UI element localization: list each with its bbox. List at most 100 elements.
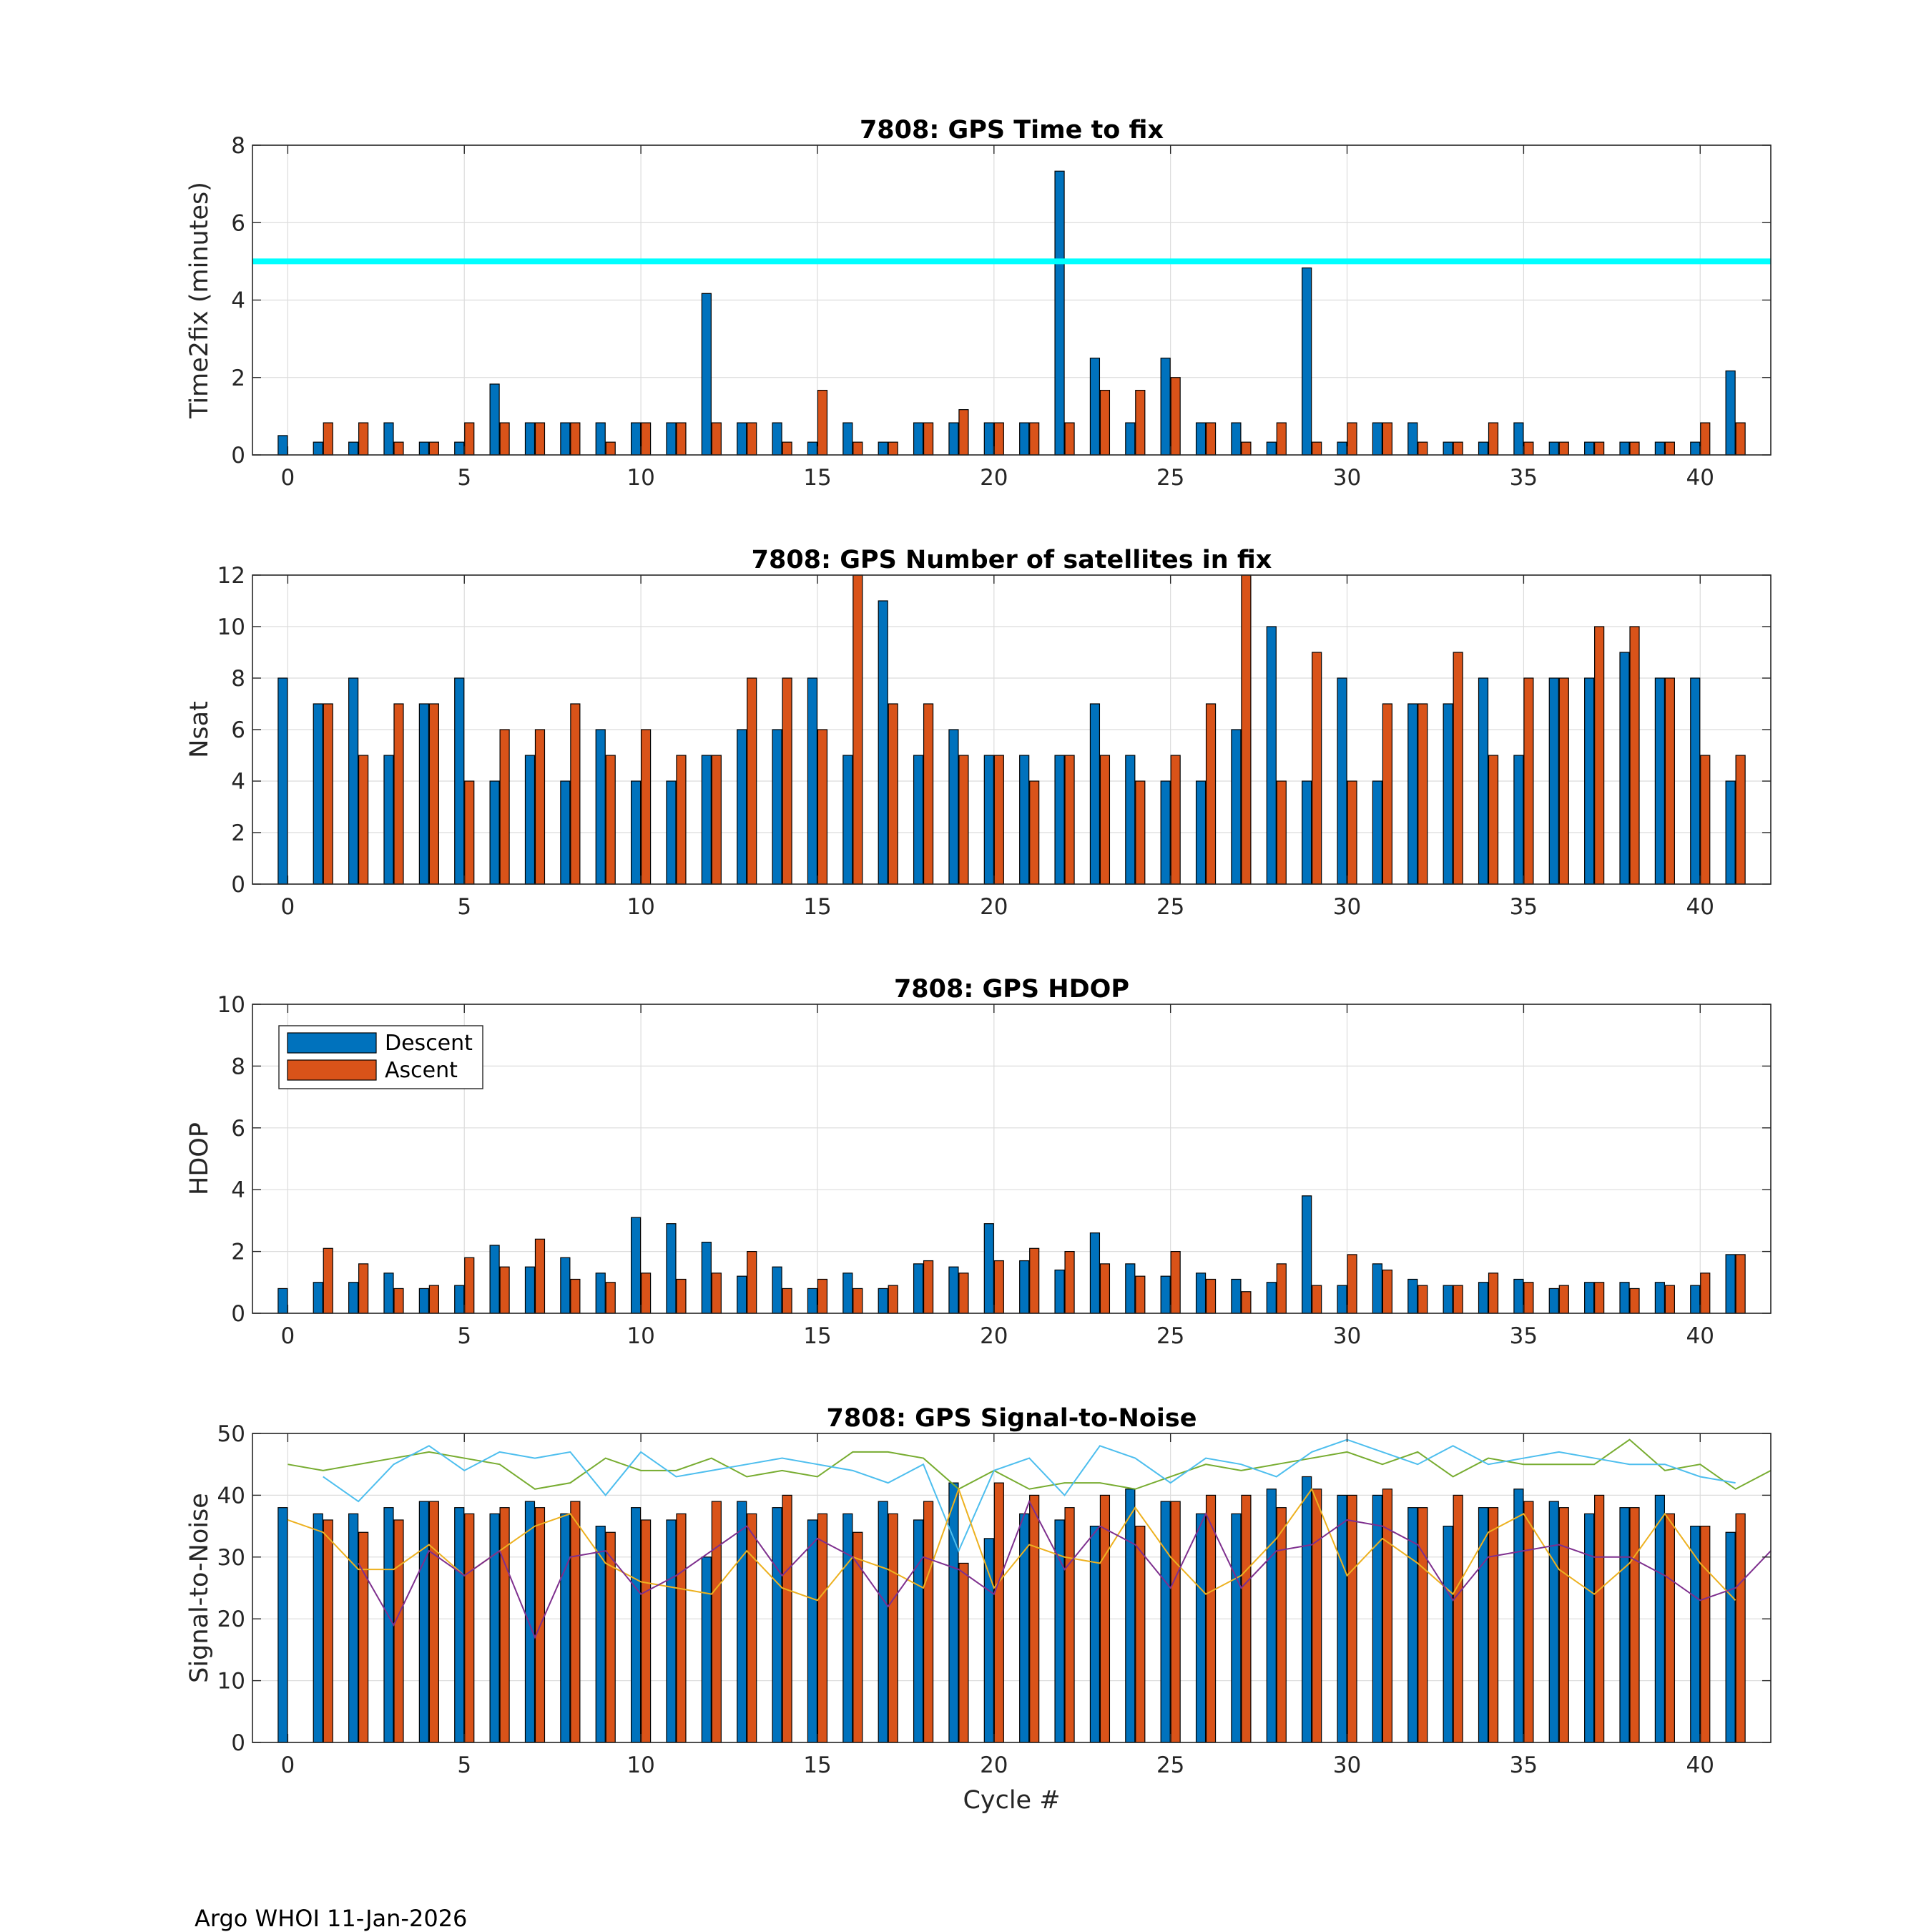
bar-ascent xyxy=(888,703,898,885)
bar-ascent xyxy=(1523,1282,1534,1314)
bar-descent xyxy=(1089,1232,1101,1314)
legend-label-ascent: Ascent xyxy=(385,1058,458,1083)
bar-ascent xyxy=(1347,422,1357,456)
bar-descent xyxy=(1337,1285,1347,1314)
bar-descent xyxy=(1548,677,1559,885)
bar-descent xyxy=(1584,677,1595,885)
x-tick-label: 20 xyxy=(980,1752,1008,1778)
bar-ascent xyxy=(1099,1494,1111,1743)
bar-ascent xyxy=(534,1238,546,1314)
y-tick-label: 4 xyxy=(231,769,245,795)
bar-descent xyxy=(1231,1513,1242,1743)
bar-descent xyxy=(1160,1275,1171,1314)
bar-ascent xyxy=(1276,1263,1287,1314)
bar-ascent xyxy=(323,1519,333,1743)
bar-descent xyxy=(1407,1278,1418,1314)
bar-descent xyxy=(1654,1282,1665,1314)
bar-ascent xyxy=(1029,422,1040,456)
x-tick-label: 25 xyxy=(1156,894,1184,920)
x-tick-label: 5 xyxy=(457,894,471,920)
bar-ascent xyxy=(1135,1526,1146,1743)
bar-descent xyxy=(1478,677,1489,885)
bar-descent xyxy=(1160,780,1171,885)
bar-descent xyxy=(1478,441,1489,456)
x-tick-label: 40 xyxy=(1686,1752,1714,1778)
bar-ascent xyxy=(605,755,616,885)
bar-descent xyxy=(1548,1501,1559,1743)
bar-ascent xyxy=(570,1501,581,1743)
bar-ascent xyxy=(464,422,475,456)
bar-ascent xyxy=(747,1513,757,1743)
bar-descent xyxy=(1266,1489,1277,1743)
bar-ascent xyxy=(393,703,404,885)
bar-ascent xyxy=(1135,390,1146,456)
bar-descent xyxy=(1513,1278,1524,1314)
bar-descent xyxy=(737,422,747,456)
bar-ascent xyxy=(605,441,616,456)
bar-descent xyxy=(1407,703,1418,885)
bar-descent xyxy=(1302,1476,1312,1743)
bar-ascent xyxy=(1029,780,1040,885)
bar-descent xyxy=(1725,1254,1736,1314)
bar-ascent xyxy=(1170,377,1181,456)
bar-descent xyxy=(630,1217,642,1314)
bar-descent xyxy=(524,755,536,885)
bar-ascent xyxy=(1276,422,1287,456)
bar-descent xyxy=(454,441,465,456)
bar-descent xyxy=(383,755,394,885)
bar-ascent xyxy=(993,422,1004,456)
bar-descent xyxy=(1443,441,1453,456)
bar-descent xyxy=(348,677,359,885)
bar-ascent xyxy=(958,1562,969,1743)
bar-ascent xyxy=(1735,1513,1746,1743)
bar-ascent xyxy=(993,755,1004,885)
x-tick-label: 25 xyxy=(1156,1752,1184,1778)
bar-ascent xyxy=(1347,1254,1357,1314)
bar-ascent xyxy=(1029,1247,1040,1314)
bar-ascent xyxy=(1453,652,1463,885)
bar-ascent xyxy=(1382,422,1393,456)
bar-descent xyxy=(701,1242,712,1314)
y-tick-label: 0 xyxy=(231,1301,245,1327)
bar-ascent xyxy=(464,780,475,885)
bar-descent xyxy=(1231,422,1242,456)
bar-descent xyxy=(772,1266,782,1314)
x-tick-label: 15 xyxy=(803,1752,831,1778)
legend-label-descent: Descent xyxy=(385,1031,473,1056)
bar-descent xyxy=(666,422,677,456)
bar-ascent xyxy=(1594,1494,1605,1743)
bar-descent xyxy=(1654,1494,1665,1743)
bar-ascent xyxy=(1558,1507,1569,1743)
x-tick-label: 35 xyxy=(1510,1323,1538,1349)
bar-descent xyxy=(1584,1513,1595,1743)
x-tick-label: 30 xyxy=(1333,894,1361,920)
y-tick-label: 2 xyxy=(231,820,245,846)
y-tick-label: 30 xyxy=(217,1545,245,1571)
bar-ascent xyxy=(958,755,969,885)
bar-ascent xyxy=(747,422,757,456)
bar-ascent xyxy=(853,1288,863,1314)
bar-descent xyxy=(948,729,959,885)
bar-ascent xyxy=(958,1273,969,1314)
bar-ascent xyxy=(1135,1275,1146,1314)
bar-descent xyxy=(313,1282,323,1314)
bar-ascent xyxy=(1241,1291,1252,1314)
bar-ascent xyxy=(640,1273,652,1314)
bar-ascent xyxy=(1629,441,1640,456)
bar-descent xyxy=(383,1273,394,1314)
bar-ascent xyxy=(1241,441,1252,456)
bar-descent xyxy=(1513,1489,1524,1743)
bar-ascent xyxy=(747,1250,757,1314)
bar-descent xyxy=(1302,267,1312,456)
bar-descent xyxy=(948,1266,959,1314)
chart-title: 7808: GPS Time to fix xyxy=(860,116,1164,144)
y-tick-label: 8 xyxy=(231,133,245,159)
bar-ascent xyxy=(358,755,369,885)
bar-descent xyxy=(560,1257,571,1314)
chart-panel-4: 0 5 10 15 20 25 30 35 40 0 10 20 30 40 50 7808: GPS Sig… xyxy=(185,1404,1772,1815)
bar-ascent xyxy=(923,422,934,456)
bar-ascent xyxy=(358,422,369,456)
bar-ascent xyxy=(782,441,792,456)
bar-ascent xyxy=(1735,1254,1746,1314)
bar-ascent xyxy=(1099,1263,1111,1314)
